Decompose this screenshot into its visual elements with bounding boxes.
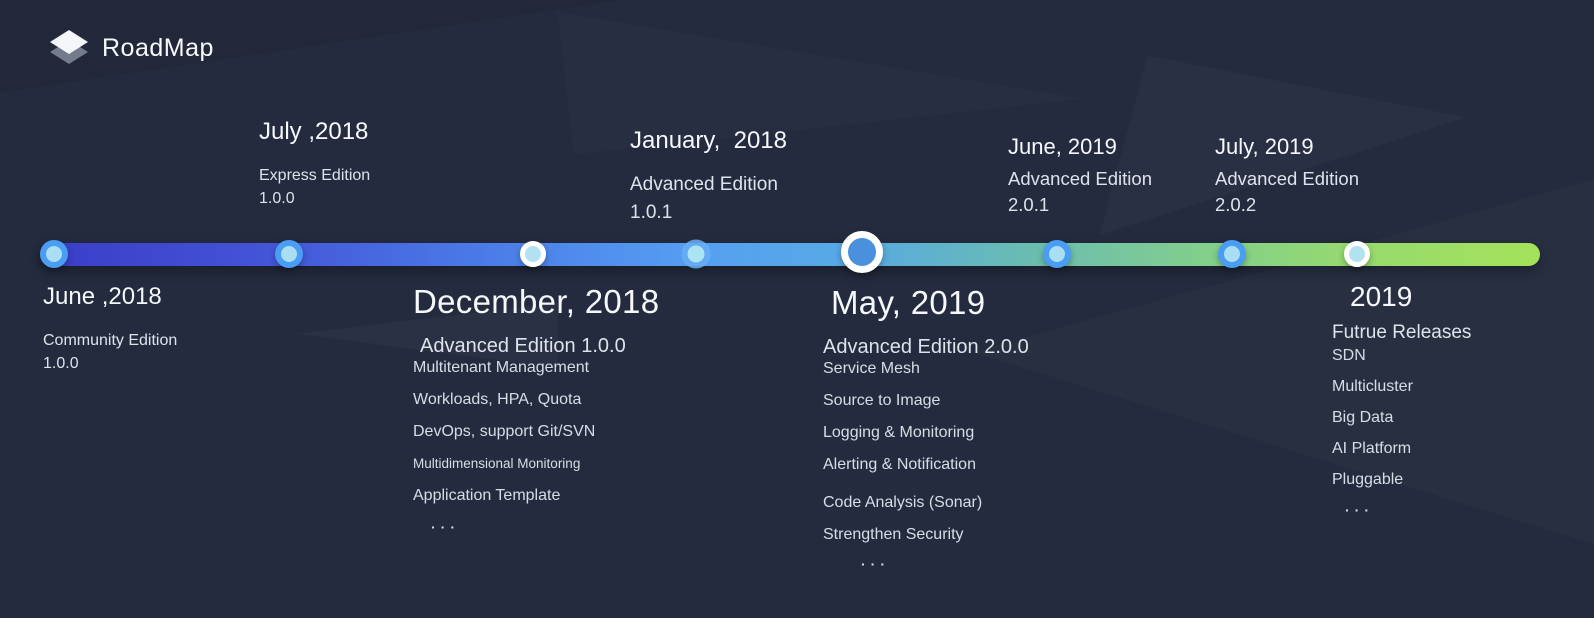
milestone-edition: Express Edition xyxy=(259,167,371,184)
milestone-edition: Advanced Edition 2.0.0 xyxy=(823,336,1029,358)
milestone-version: 1.0.1 xyxy=(630,202,673,223)
milestone-date: June, 2019 xyxy=(1008,134,1117,159)
header: RoadMap xyxy=(48,27,214,69)
feature-item: Code Analysis (Sonar) xyxy=(823,494,983,511)
feature-item: Multidimensional Monitoring xyxy=(413,456,581,471)
timeline-dot-july-2018 xyxy=(275,240,303,268)
feature-item: Multitenant Management xyxy=(413,359,590,376)
timeline-dot-december-2018 xyxy=(520,241,546,267)
milestone-june-2019: June, 2019 Advanced Edition 2.0.1 xyxy=(1008,134,1152,218)
timeline-dot-june-2018 xyxy=(40,240,68,268)
milestone-june-2018: June ,2018 Community Edition 1.0.0 xyxy=(43,283,177,375)
feature-item: SDN xyxy=(1332,347,1366,364)
milestone-version: 1.0.0 xyxy=(259,190,295,207)
feature-list: Multitenant Management Workloads, HPA, Q… xyxy=(413,359,659,536)
feature-item: Big Data xyxy=(1332,409,1394,426)
milestone-date: January, 2018 xyxy=(630,127,787,154)
feature-item: Source to Image xyxy=(823,392,941,409)
milestone-future-2019: 2019 Futrue Releases SDN Multicluster Bi… xyxy=(1332,281,1471,533)
milestone-edition: Community Edition xyxy=(43,332,178,349)
milestone-date: June ,2018 xyxy=(43,283,162,310)
feature-item: Multicluster xyxy=(1332,378,1413,395)
milestone-edition: Advanced Edition xyxy=(1215,168,1359,189)
feature-ellipsis: ··· xyxy=(1345,502,1374,518)
feature-ellipsis: ··· xyxy=(861,556,890,572)
feature-item: AI Platform xyxy=(1332,440,1412,457)
timeline-bar xyxy=(40,243,1540,266)
timeline-dot-january-2018 xyxy=(687,245,705,263)
layers-diamond-icon xyxy=(48,27,90,69)
milestone-january-2018: January, 2018 Advanced Edition 1.0.1 xyxy=(630,127,787,227)
feature-item: Workloads, HPA, Quota xyxy=(413,391,582,408)
feature-list: Service Mesh Source to Image Logging & M… xyxy=(823,360,1029,573)
milestone-december-2018: December, 2018 Advanced Edition 1.0.0 Mu… xyxy=(413,283,659,551)
feature-ellipsis: ··· xyxy=(431,519,460,535)
milestone-july-2019: July, 2019 Advanced Edition 2.0.2 xyxy=(1215,134,1359,218)
milestone-date: December, 2018 xyxy=(413,283,660,320)
feature-list: SDN Multicluster Big Data AI Platform Pl… xyxy=(1332,347,1471,519)
feature-item: DevOps, support Git/SVN xyxy=(413,423,596,440)
milestone-date: July ,2018 xyxy=(259,118,369,145)
timeline-dot-may-2019 xyxy=(841,231,883,273)
feature-item: Strengthen Security xyxy=(823,526,964,543)
milestone-version: 1.0.0 xyxy=(43,355,79,372)
milestone-july-2018: July ,2018 Express Edition 1.0.0 xyxy=(259,118,370,210)
feature-item: Pluggable xyxy=(1332,471,1404,488)
page-title: RoadMap xyxy=(102,33,214,62)
milestone-may-2019: May, 2019 Advanced Edition 2.0.0 Service… xyxy=(823,284,1029,588)
milestone-edition: Advanced Edition xyxy=(630,174,778,195)
feature-item: Alerting & Notification xyxy=(823,456,976,473)
timeline-dot-june-2019 xyxy=(1043,240,1071,268)
feature-item: Application Template xyxy=(413,487,561,504)
milestone-edition: Futrue Releases xyxy=(1332,322,1472,343)
milestone-edition: Advanced Edition xyxy=(1008,168,1152,189)
milestone-date: 2019 xyxy=(1350,281,1413,312)
feature-item: Service Mesh xyxy=(823,360,920,377)
timeline-dot-july-2019 xyxy=(1218,240,1246,268)
milestone-date: May, 2019 xyxy=(831,284,986,321)
milestone-edition: Advanced Edition 1.0.0 xyxy=(420,335,626,357)
milestone-version: 2.0.1 xyxy=(1008,194,1050,215)
milestone-date: July, 2019 xyxy=(1215,134,1314,159)
feature-item: Logging & Monitoring xyxy=(823,424,975,441)
timeline-dot-future-2019 xyxy=(1344,241,1370,267)
milestone-version: 2.0.2 xyxy=(1215,194,1257,215)
